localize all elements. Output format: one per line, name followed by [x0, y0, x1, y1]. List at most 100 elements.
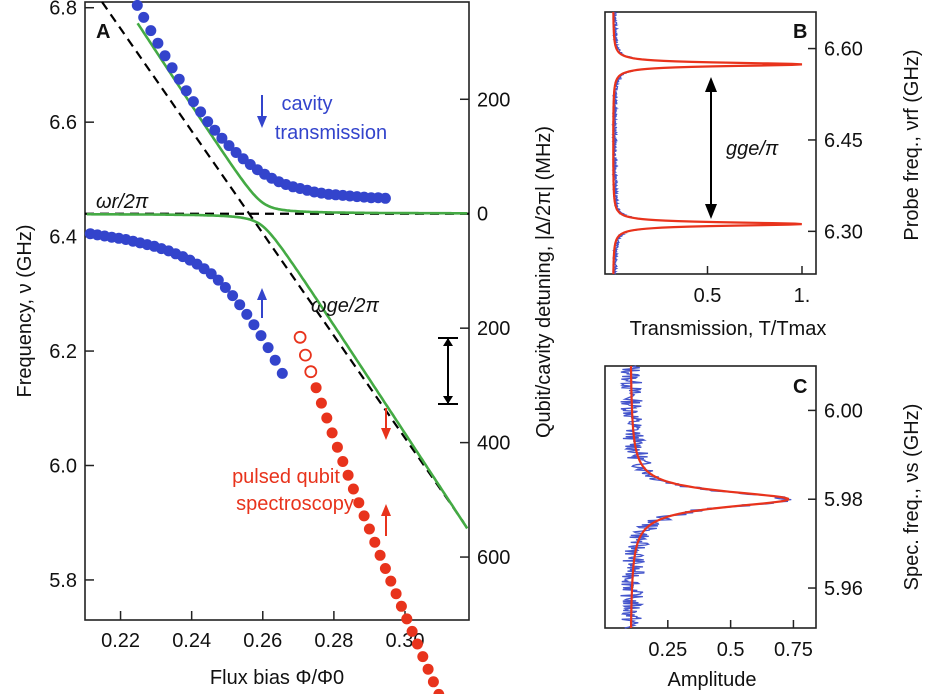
qubit-data-point: [363, 523, 375, 535]
panel-c: C 0.25 0.5 0.75 6.00 5.98 5.96 Amplitude Spe…: [604, 365, 923, 691]
cavity-data-point: [227, 290, 239, 302]
cavity-data-point: [234, 299, 246, 311]
cavity-data-point: [205, 268, 217, 280]
cavity-data-point: [138, 11, 150, 23]
panel-b: B gge/π 0.5 1. 6.60 6.45 6.30 Transmission,…: [604, 11, 923, 340]
panel-a-x-ticks: 0.22 0.24 0.26 0.28 0.30: [101, 611, 424, 652]
x-tick-label: 0.26: [243, 630, 282, 652]
qubit-data-point: [298, 348, 312, 362]
qubit-data-point: [369, 536, 381, 548]
cavity-data-point: [219, 282, 231, 293]
red-arrow-down: [381, 408, 391, 440]
qubit-data-point: [395, 600, 407, 612]
cavity-data-point: [241, 308, 253, 320]
panel-b-xlabel: Transmission, T/Tmax: [630, 318, 827, 340]
y-tick-label: 6.8: [49, 0, 77, 20]
x-tick-label: 0.5: [717, 639, 745, 661]
x-tick-label: 0.75: [774, 639, 813, 661]
cavity-data-point: [159, 50, 171, 62]
cavity-data-point: [255, 330, 267, 342]
cavity-data-point: [276, 367, 288, 379]
right-tick-label: 200: [477, 89, 510, 111]
y-tick-label: 6.30: [824, 221, 863, 243]
qubit-data-point: [411, 638, 423, 650]
qubit-data-point: [304, 365, 318, 379]
panel-b-y-ticks: 6.60 6.45 6.30: [808, 39, 863, 243]
lower-branch-fit: [86, 212, 469, 530]
qubit-data-point: [358, 510, 370, 522]
panel-c-y-ticks: 6.00 5.98 5.96: [808, 400, 863, 600]
y-tick-label: 6.2: [49, 341, 77, 363]
qubit-data-point: [374, 549, 386, 561]
right-tick-label: 400: [477, 433, 510, 455]
qubit-data-point: [326, 427, 338, 439]
omega-ge-label: ωge/2π: [311, 295, 380, 317]
qubit-data-point: [417, 651, 429, 663]
cavity-data-point: [212, 274, 224, 286]
panel-c-x-ticks: 0.25 0.5 0.75: [648, 620, 813, 661]
cavity-data-point: [216, 132, 228, 144]
panel-b-x-ticks: 0.5 1.: [694, 266, 811, 307]
x-tick-label: 1.: [794, 285, 811, 307]
qubit-data-point: [293, 330, 307, 344]
panel-c-letter: C: [793, 376, 807, 398]
blue-arrow-down: [257, 95, 267, 128]
cavity-data-point: [187, 96, 199, 108]
qubit-data-point: [321, 412, 333, 424]
cavity-data-point: [145, 25, 157, 37]
panel-c-ylabel: Spec. freq., νs (GHz): [901, 404, 923, 591]
cavity-data-point: [166, 62, 178, 74]
cavity-label-line1: cavity: [281, 93, 332, 115]
panel-c-frame: [604, 365, 817, 629]
qubit-data-point: [406, 625, 418, 637]
cavity-data-point: [209, 124, 221, 136]
qubit-data-point: [427, 676, 439, 688]
qubit-data-point: [385, 575, 397, 587]
panel-a-y-ticks: 5.8 6.0 6.2 6.4 6.6 6.8: [49, 0, 94, 592]
panel-c-fit: [629, 366, 790, 628]
y-tick-label: 6.00: [824, 400, 863, 422]
qubit-label-line1: pulsed qubit: [232, 466, 340, 488]
y-tick-label: 6.6: [49, 112, 77, 134]
panel-c-data-trace: [619, 365, 792, 629]
cavity-label-line2: transmission: [275, 122, 387, 144]
panel-a-right-ticks: 600 400 200 0 200: [460, 89, 510, 569]
y-tick-label: 5.98: [824, 489, 863, 511]
cavity-data-point: [131, 0, 143, 11]
y-tick-label: 6.45: [824, 130, 863, 152]
qubit-label-line2: spectroscopy: [236, 493, 354, 515]
x-tick-label: 0.25: [648, 639, 687, 661]
y-tick-label: 5.8: [49, 570, 77, 592]
qubit-data-point: [331, 441, 343, 453]
x-tick-label: 0.28: [314, 630, 353, 652]
cavity-data-point: [230, 147, 242, 158]
panel-a-data-points: [84, 0, 445, 694]
cavity-data-point: [195, 106, 207, 118]
qubit-data-point: [401, 613, 413, 625]
right-tick-label: 0: [477, 204, 488, 226]
cavity-data-point: [248, 319, 260, 331]
qubit-data-point: [433, 688, 445, 694]
qubit-data-point: [379, 563, 391, 574]
omega-r-label: ωr/2π: [96, 191, 149, 213]
cavity-data-point: [173, 73, 185, 85]
qubit-data-point: [422, 663, 434, 675]
x-tick-label: 0.24: [172, 630, 211, 652]
right-tick-label: 200: [477, 318, 510, 340]
panel-b-letter: B: [793, 21, 807, 43]
qubit-data-point: [310, 382, 322, 394]
qubit-frequency-line: [101, 1, 465, 524]
qubit-data-point: [315, 397, 327, 409]
qubit-data-point: [353, 497, 365, 509]
panel-a-ylabel: Frequency, ν (GHz): [14, 225, 36, 398]
y-tick-label: 6.60: [824, 39, 863, 61]
qubit-data-point: [342, 469, 354, 481]
coupling-double-arrow: [705, 77, 717, 219]
y-tick-label: 5.96: [824, 578, 863, 600]
x-tick-label: 0.22: [101, 630, 140, 652]
blue-arrow-up: [257, 288, 267, 318]
coupling-label: gge/π: [726, 138, 779, 160]
panel-b-frame: [604, 11, 817, 275]
panel-c-xlabel: Amplitude: [668, 669, 757, 691]
